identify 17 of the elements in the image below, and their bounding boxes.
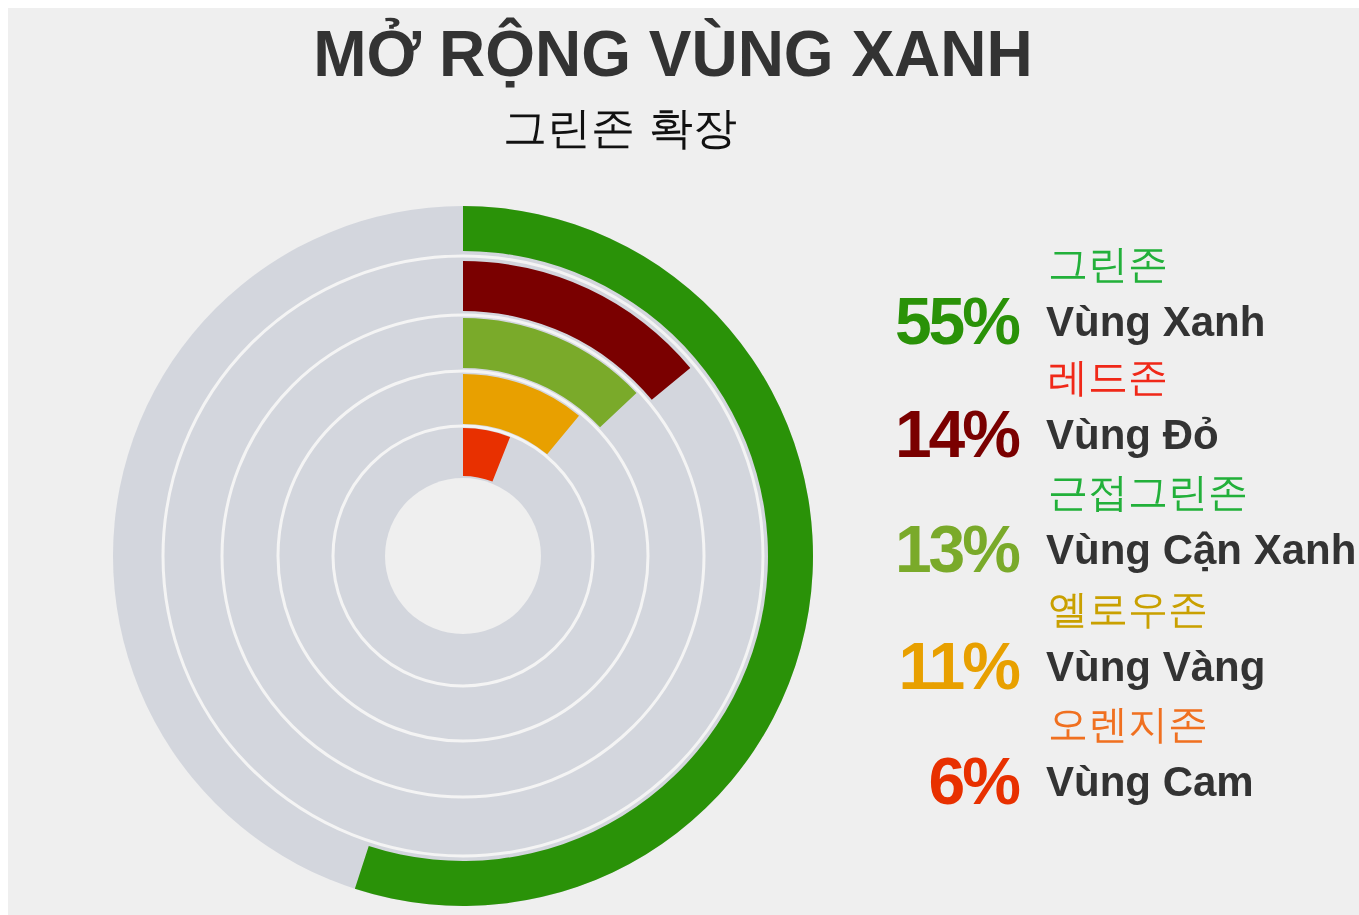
text: 오렌지존 — [1048, 701, 1208, 747]
text: MỞ RỘNG VÙNG XANH — [313, 17, 1033, 90]
text: 그린존 — [1048, 241, 1168, 287]
text: 그린존 확장 — [503, 102, 737, 153]
data-label: 11% — [898, 629, 1020, 703]
data-label: 55% — [894, 284, 1020, 358]
category-label: Vùng Cận Xanh — [1046, 526, 1357, 573]
data-label: 13% — [894, 512, 1020, 586]
text: 근접그린존 — [1048, 469, 1248, 515]
category-label: Vùng Cam — [1046, 758, 1254, 805]
text: 옐로우존 — [1048, 586, 1208, 632]
category-label: Vùng Xanh — [1046, 298, 1266, 345]
category-label: Vùng Vàng — [1046, 643, 1266, 690]
text: 레드존 — [1048, 354, 1168, 400]
data-label: 14% — [894, 397, 1020, 471]
data-label: 6% — [928, 744, 1020, 818]
category-label: Vùng Đỏ — [1046, 411, 1219, 458]
